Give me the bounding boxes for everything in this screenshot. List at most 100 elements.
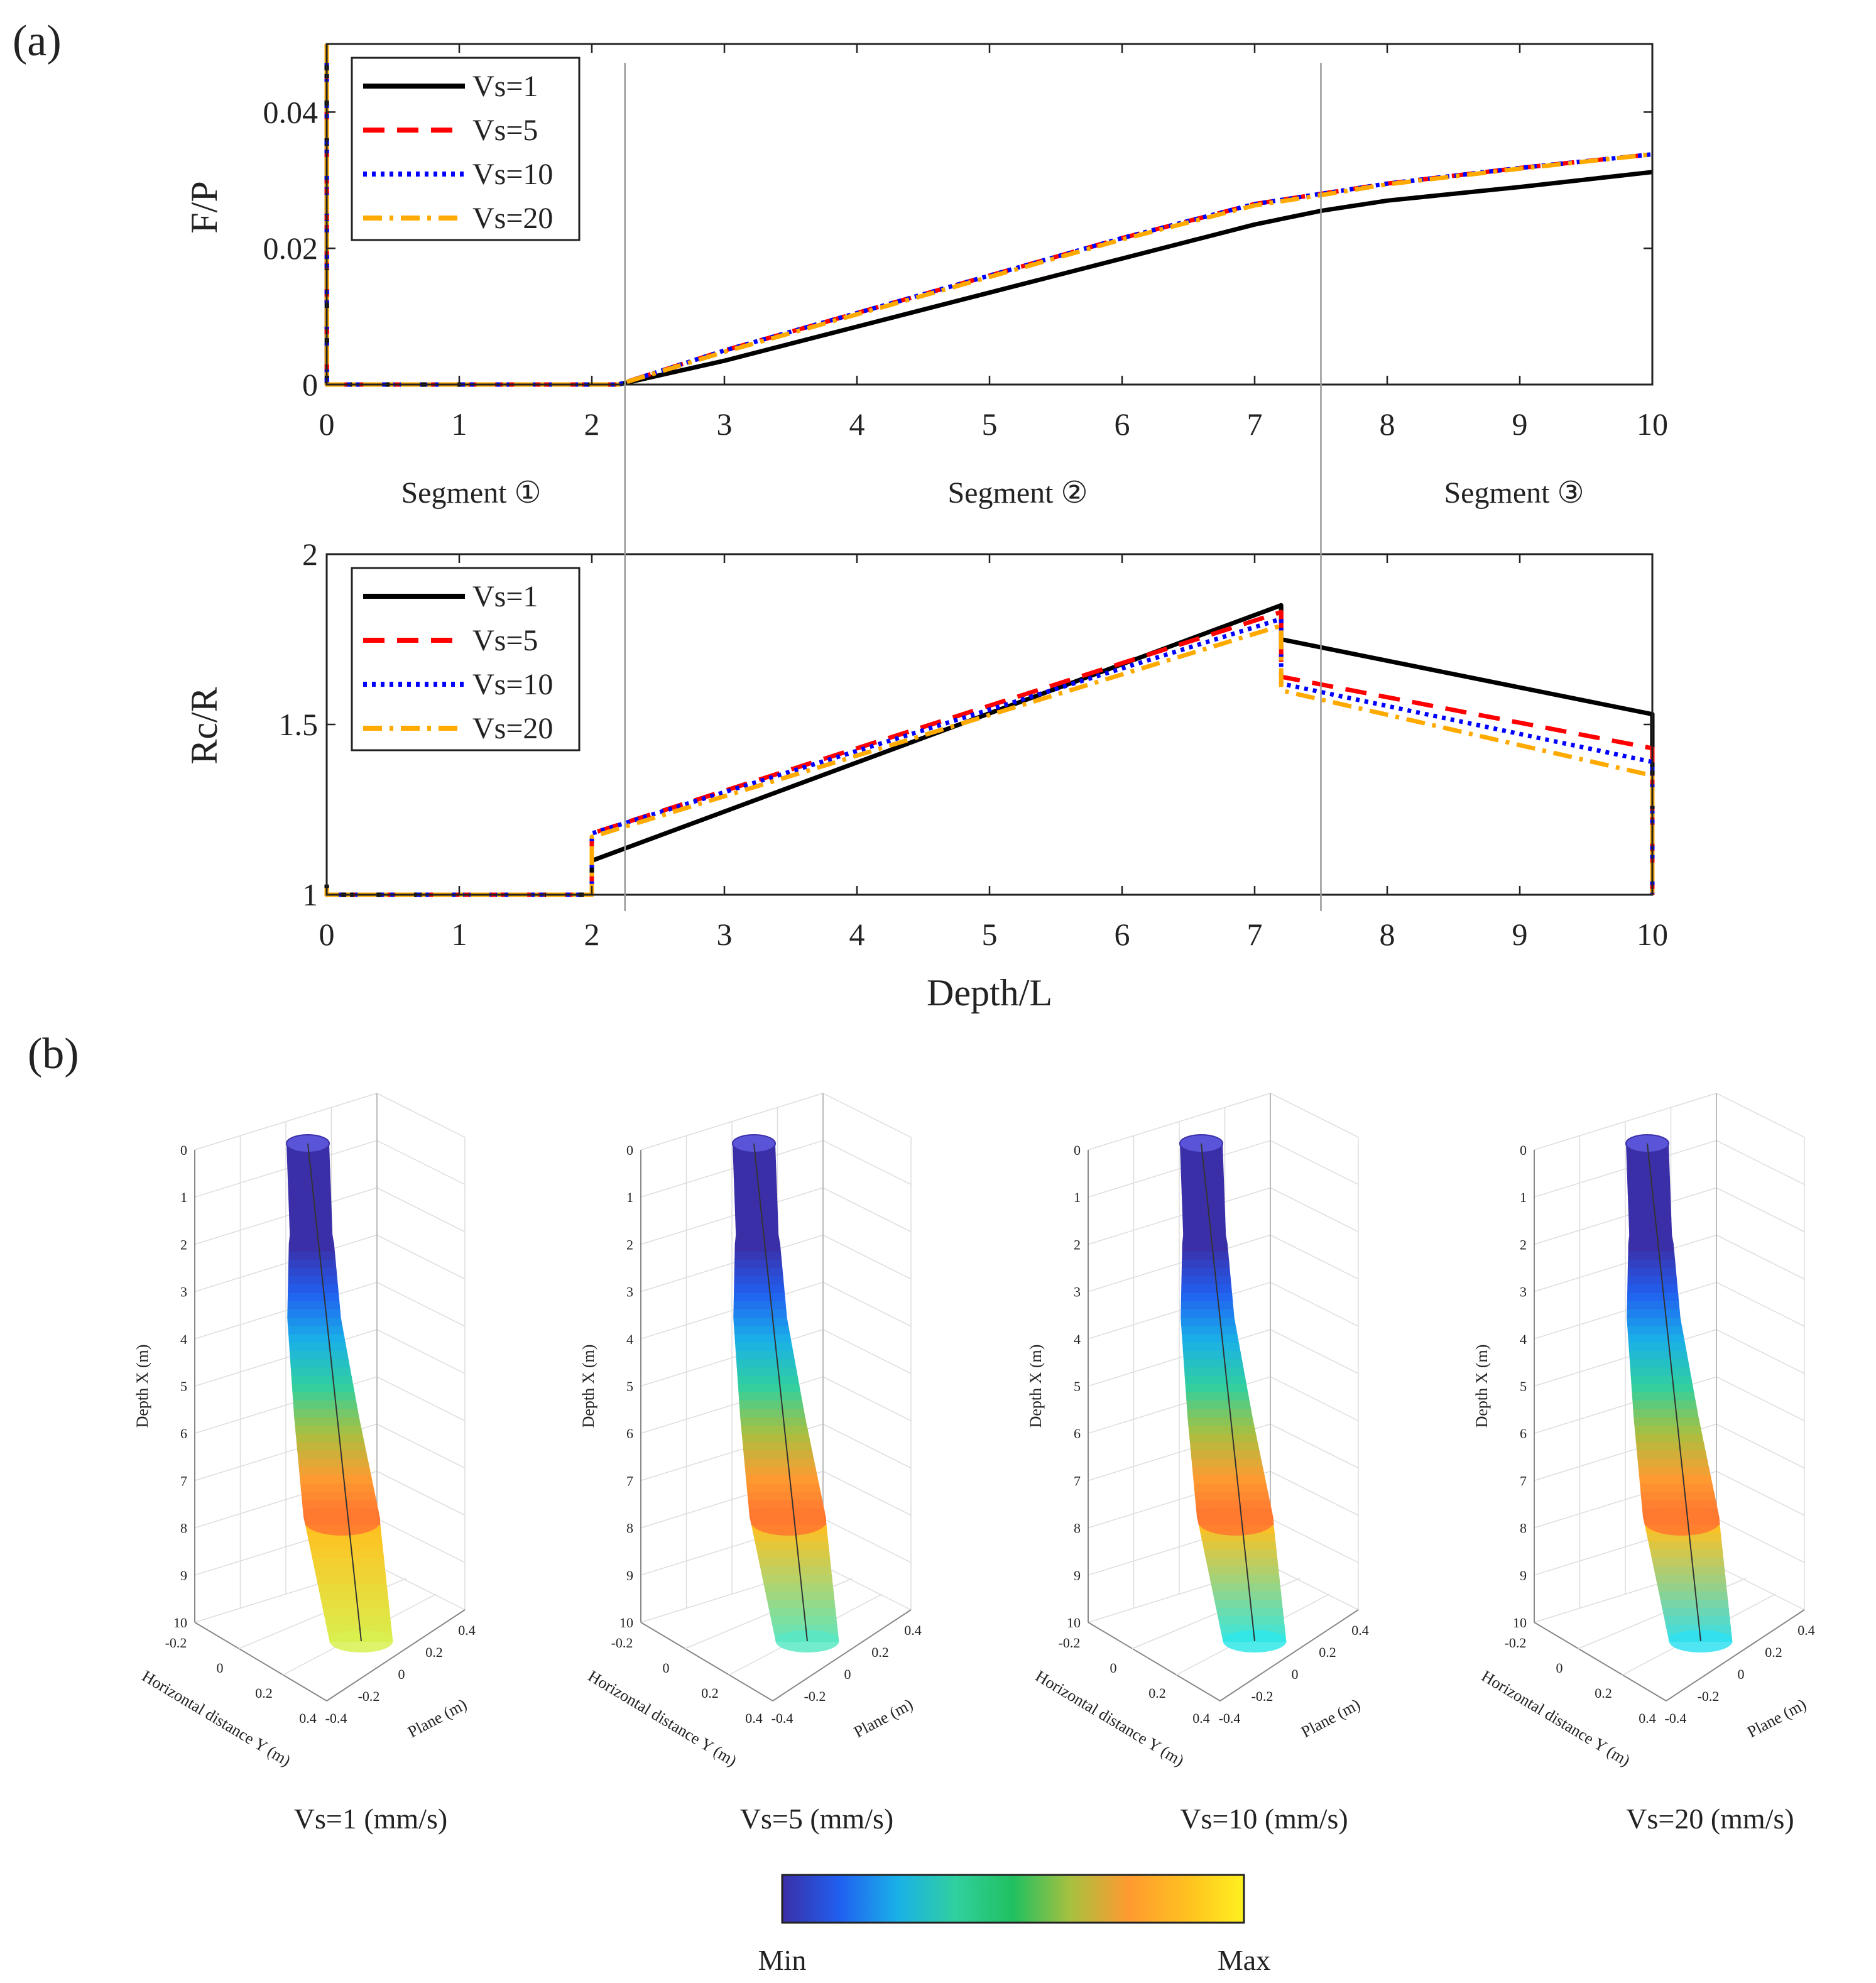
- legend-entry: Vs=20: [472, 712, 553, 745]
- depth-tick-label: 9: [1520, 1568, 1527, 1583]
- grid-line: [1270, 1565, 1359, 1610]
- pile-segment: [307, 1533, 383, 1543]
- pile-segment: [1640, 1492, 1716, 1501]
- fp-ylabel: F/P: [183, 181, 225, 233]
- grid-line: [376, 1282, 466, 1327]
- grid-line: [1270, 1093, 1359, 1138]
- depth-tick-label: 9: [626, 1568, 633, 1583]
- plane-axis-label: Plane (m): [1298, 1695, 1363, 1741]
- grid-line: [822, 1565, 912, 1610]
- pile-segment: [1635, 1442, 1706, 1451]
- pile-segment: [1182, 1226, 1226, 1236]
- pile-segment: [733, 1152, 776, 1161]
- pile-segment: [324, 1616, 391, 1625]
- pile-segment: [735, 1218, 778, 1227]
- pile-segment: [739, 1401, 804, 1410]
- pile-segment: [287, 1301, 341, 1310]
- pile-segment: [1626, 1152, 1669, 1161]
- pile-segment: [1195, 1500, 1272, 1509]
- depth-tick-label: 6: [1520, 1426, 1527, 1441]
- pile-segment: [1181, 1301, 1234, 1310]
- pile-segment: [746, 1483, 821, 1493]
- pile-segment: [737, 1375, 800, 1385]
- colorbar: Min Max: [758, 1874, 1270, 1976]
- pile-segment: [1634, 1425, 1703, 1434]
- grid-line: [376, 1518, 466, 1563]
- depth-tick-label: 8: [1074, 1521, 1081, 1536]
- pile-segment: [288, 1210, 332, 1219]
- pile-segment: [735, 1342, 793, 1352]
- floor-axis: [640, 1622, 773, 1702]
- pile-segment: [1214, 1600, 1283, 1609]
- rcr-xlabel: Depth/L: [927, 972, 1052, 1013]
- grid-line: [1270, 1423, 1359, 1469]
- grid-line: [822, 1093, 912, 1138]
- pile-segment: [1182, 1334, 1239, 1343]
- horiz-axis-label: Horizontal distance Y (m): [1032, 1667, 1187, 1770]
- pile-segment: [736, 1359, 797, 1368]
- x-tick-label: 10: [1637, 407, 1668, 442]
- depth-tick-label: 5: [626, 1379, 633, 1394]
- pile-segment: [1657, 1583, 1727, 1592]
- pile-segment: [738, 1392, 802, 1402]
- pile-segment: [1181, 1168, 1224, 1177]
- floor-axis: [1534, 1622, 1667, 1702]
- horiz-tick-label: 0.2: [255, 1685, 273, 1701]
- pile-segment: [1646, 1533, 1722, 1543]
- pile-segment: [1637, 1450, 1708, 1460]
- x-tick-label: 0: [319, 407, 335, 442]
- pile-segment: [1639, 1475, 1713, 1485]
- floor-axis: [1088, 1622, 1221, 1702]
- pile-segment: [742, 1442, 812, 1451]
- depth-axis-label: Depth X (m): [133, 1345, 151, 1428]
- pile-segment: [1637, 1458, 1710, 1468]
- colorbar-gradient: [781, 1874, 1245, 1924]
- fp-ticks: 0 1 2 3 4 5 6 7 8 9 10 0 0.02 0.04: [263, 44, 1668, 442]
- pile-segment: [1182, 1210, 1226, 1219]
- pile-segment: [733, 1318, 789, 1327]
- pile-segment: [1216, 1608, 1284, 1617]
- grid-line: [1270, 1329, 1359, 1374]
- pile-step-ring: [1198, 1507, 1273, 1536]
- depth-tick-label: 2: [180, 1237, 187, 1252]
- depth-tick-label: 6: [626, 1426, 633, 1441]
- horiz-tick-label: -0.2: [611, 1635, 633, 1651]
- depth-tick-label: 9: [180, 1568, 187, 1583]
- grid-line: [376, 1376, 466, 1421]
- case-caption-2: Vs=10 (mm/s): [1180, 1803, 1348, 1835]
- legend-entry: Vs=20: [472, 202, 553, 235]
- pile-segment: [286, 1160, 330, 1169]
- pile-segment: [733, 1176, 777, 1186]
- pile-segment: [1628, 1201, 1671, 1211]
- pile-segment: [292, 1384, 355, 1393]
- pile-segment: [288, 1201, 332, 1211]
- x-tick-label: 5: [982, 407, 998, 442]
- pile-segment: [1627, 1309, 1681, 1319]
- x-tick-label: 8: [1380, 407, 1395, 442]
- depth-axis-label: Depth X (m): [1473, 1345, 1491, 1428]
- pile-segment: [1628, 1334, 1685, 1343]
- x-tick-label: 2: [584, 917, 600, 952]
- pile-segment: [1648, 1541, 1723, 1551]
- x-tick-label: 2: [584, 407, 600, 442]
- pile-segment: [1181, 1309, 1235, 1319]
- depth-tick-label: 1: [1520, 1189, 1527, 1205]
- depth-axis-label: Depth X (m): [1027, 1345, 1045, 1428]
- pile-segment: [770, 1616, 837, 1625]
- pile-segment: [302, 1500, 378, 1509]
- pile-segment: [1182, 1218, 1226, 1227]
- pile-segment: [1204, 1549, 1278, 1559]
- x-tick-label: 4: [849, 407, 865, 442]
- depth-tick-label: 0: [626, 1142, 633, 1158]
- depth-tick-label: 6: [180, 1426, 187, 1441]
- pile-segment: [1180, 1160, 1224, 1169]
- pile-segment: [758, 1558, 831, 1568]
- pile-segment: [288, 1334, 346, 1343]
- y-tick-label: 0.04: [263, 94, 319, 129]
- pile-segment: [1631, 1384, 1694, 1393]
- pile-segment: [1186, 1392, 1250, 1402]
- pile-segment: [1191, 1458, 1263, 1468]
- segment-1-label: Segment ①: [401, 476, 541, 510]
- pile-segment: [1206, 1558, 1279, 1568]
